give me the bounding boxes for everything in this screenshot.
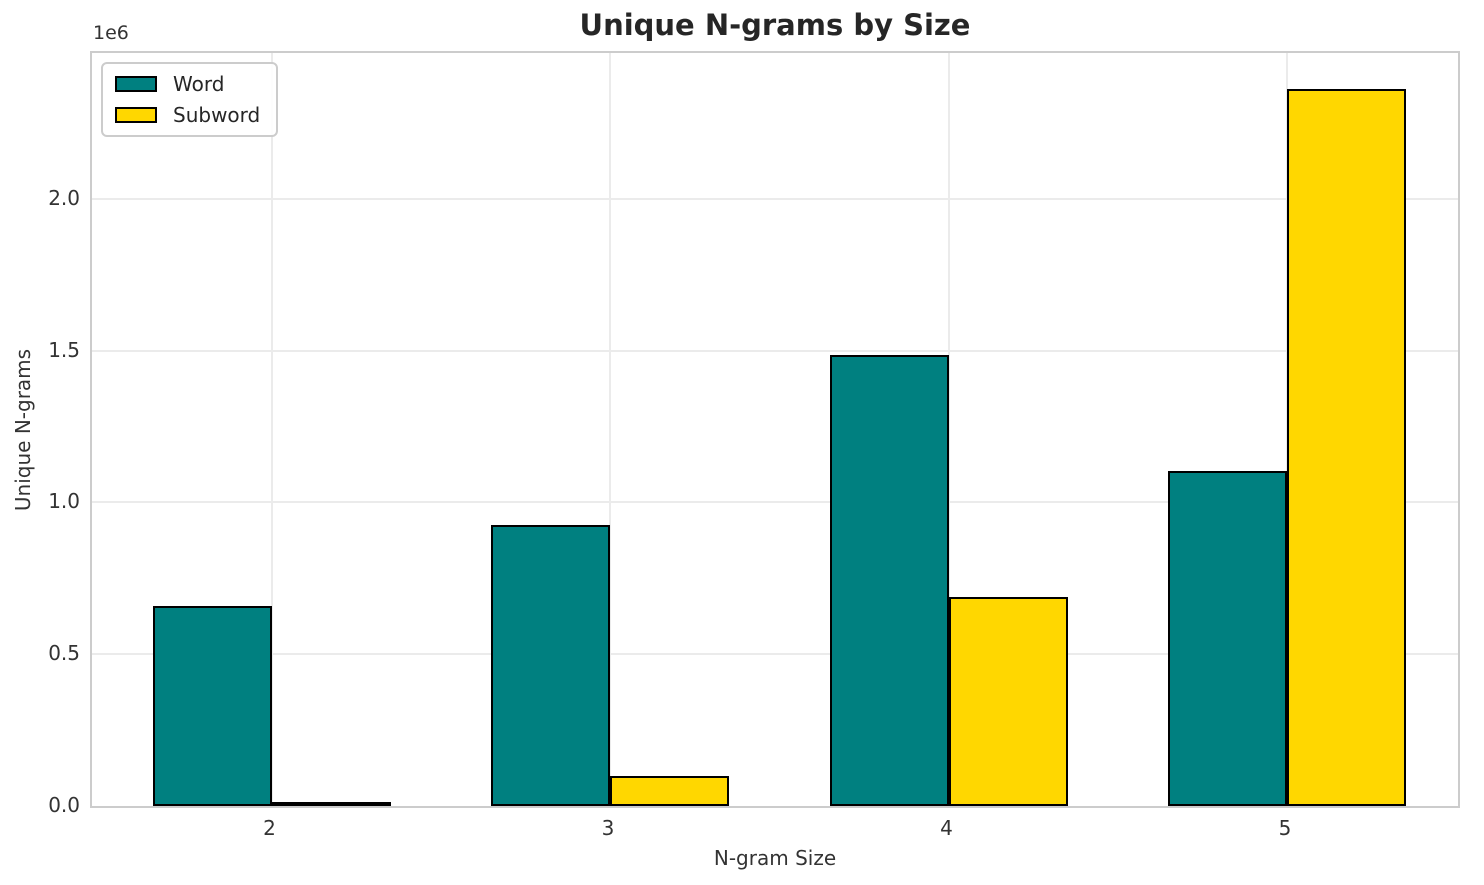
bar-word-3 <box>491 525 610 806</box>
bar-subword-5 <box>1287 89 1406 806</box>
legend-swatch-word <box>115 76 157 92</box>
legend-label-subword: Subword <box>173 103 261 127</box>
legend-entry-word: Word <box>115 73 260 95</box>
y-tick-label: 1.0 <box>48 489 80 514</box>
x-gridline <box>270 53 273 806</box>
y-gridline <box>92 349 1458 352</box>
x-axis-label: N-gram Size <box>713 846 837 870</box>
legend-entry-subword: Subword <box>115 104 260 126</box>
chart-title: Unique N-grams by Size <box>579 8 971 42</box>
bar-subword-4 <box>948 596 1068 806</box>
x-tick-label: 5 <box>1278 816 1292 840</box>
y-tick-label: 0.0 <box>48 793 80 818</box>
legend-swatch-subword <box>115 107 157 123</box>
legend: Word Subword <box>101 62 279 137</box>
y-tick-label: 2.0 <box>48 185 80 210</box>
legend-label-word: Word <box>173 72 225 96</box>
x-gridline <box>947 53 950 806</box>
x-tick-label: 2 <box>263 816 276 840</box>
y-axis-offset-label: 1e6 <box>93 22 129 44</box>
x-gridline <box>609 53 611 806</box>
plot-area: Word Subword <box>90 51 1460 808</box>
y-gridline <box>92 501 1458 504</box>
bar-word-2 <box>152 605 272 806</box>
bar-word-5 <box>1168 470 1287 806</box>
x-tick-label: 4 <box>940 816 953 840</box>
y-gridline <box>92 653 1458 656</box>
bar-subword-2 <box>271 802 391 806</box>
y-tick-label: 1.5 <box>48 337 80 362</box>
x-tick-label: 3 <box>601 816 615 840</box>
bar-subword-3 <box>610 775 729 806</box>
y-axis-label: Unique N-grams <box>11 348 35 512</box>
bar-word-4 <box>829 355 949 806</box>
y-gridline <box>92 197 1458 200</box>
y-tick-label: 0.5 <box>48 641 80 666</box>
